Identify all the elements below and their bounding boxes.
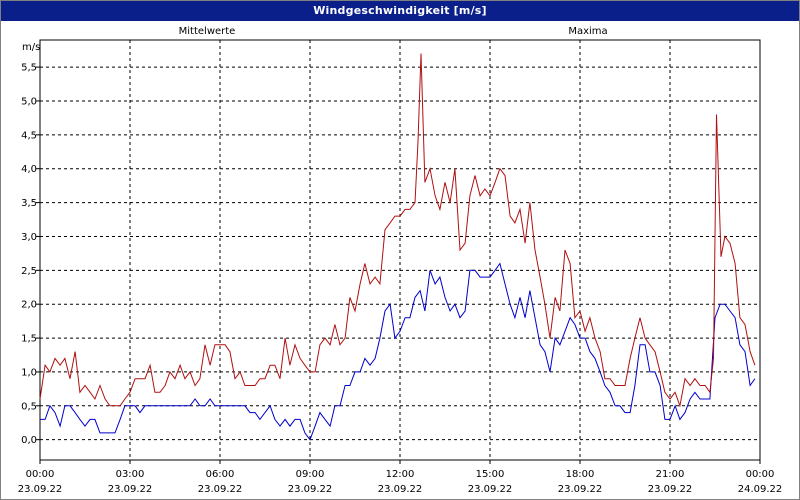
x-tick-time-label: 06:00: [206, 469, 235, 480]
x-tick-date-label: 23.09.22: [648, 484, 693, 495]
y-tick-label: 3,0: [21, 232, 37, 243]
legend-mittelwerte: Mittelwerte: [179, 26, 236, 37]
x-tick-date-label: 23.09.22: [288, 484, 333, 495]
x-tick-date-label: 23.09.22: [378, 484, 423, 495]
x-tick-time-label: 21:00: [656, 469, 685, 480]
y-tick-label: 3,5: [21, 198, 37, 209]
y-tick-label: 5,5: [21, 63, 37, 74]
y-tick-label: 2,5: [21, 266, 37, 277]
y-tick-label: 1,5: [21, 334, 37, 345]
y-tick-label: 4,5: [21, 130, 37, 141]
y-tick-label: 0,5: [21, 401, 37, 412]
y-tick-label: 0,0: [21, 435, 37, 446]
x-tick-date-label: 23.09.22: [468, 484, 513, 495]
x-tick-time-label: 12:00: [386, 469, 415, 480]
y-axis-unit-label: m/s: [22, 42, 40, 53]
y-tick-label: 5,0: [21, 96, 37, 107]
x-tick-time-label: 18:00: [566, 469, 595, 480]
x-tick-date-label: 24.09.22: [738, 484, 783, 495]
x-tick-date-label: 23.09.22: [108, 484, 153, 495]
y-tick-label: 2,0: [21, 300, 37, 311]
chart-title: Windgeschwindigkeit [m/s]: [1, 1, 799, 21]
y-tick-label: 4,0: [21, 164, 37, 175]
x-tick-date-label: 23.09.22: [198, 484, 243, 495]
y-axis: 0,0 0,5 1,0 1,5 2,0 2,5 3,0 3,5 4,0 4,5 5,0 5,5: [21, 63, 40, 446]
x-axis: 00:00 23.09.22 03:00 23.09.22 06:00 23.09.22 0…: [18, 460, 783, 495]
y-tick-label: 1,0: [21, 367, 37, 378]
x-tick-time-label: 00:00: [746, 469, 775, 480]
series-layer: [39, 53, 756, 441]
legend-maxima: Maxima: [568, 26, 607, 37]
grid: [40, 40, 760, 460]
x-tick-time-label: 03:00: [116, 469, 145, 480]
x-tick-date-label: 23.09.22: [18, 484, 63, 495]
x-tick-time-label: 09:00: [296, 469, 325, 480]
series-line-mittelwerte: [40, 262, 756, 441]
x-tick-date-label: 23.09.22: [558, 484, 603, 495]
series-line-maxima: [39, 53, 756, 408]
x-tick-time-label: 00:00: [26, 469, 55, 480]
x-tick-time-label: 15:00: [476, 469, 505, 480]
